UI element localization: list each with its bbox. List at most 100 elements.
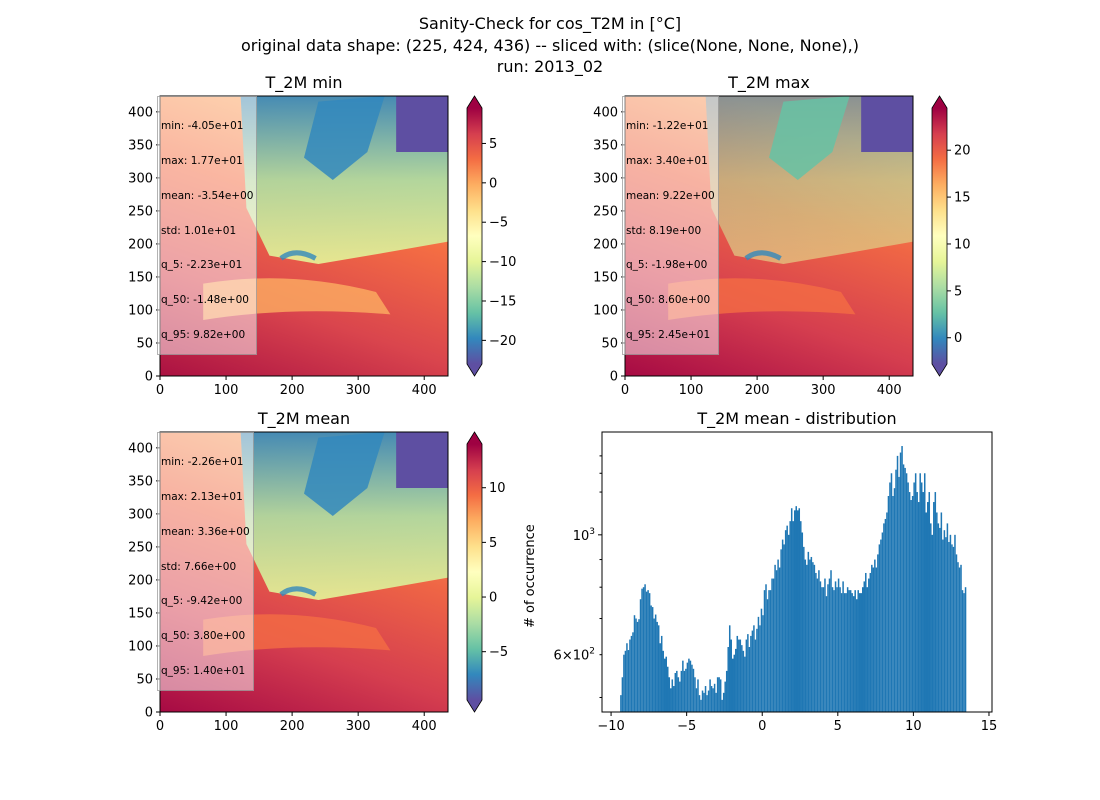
histogram-bar [789,521,791,712]
histogram-bar [677,677,680,712]
histogram-bar [707,690,710,712]
histogram-bar [810,556,813,712]
histogram-bar [718,677,720,712]
histogram-bar [644,584,646,712]
histogram-bar [875,567,878,712]
histogram-bar [741,645,743,712]
histogram-bar [674,672,677,712]
histogram-bar [662,650,664,712]
histogram-bar [927,502,929,712]
stat-line: q_95: 1.40e+01 [161,664,246,677]
histogram-bar [683,670,686,712]
map-scandinavia-region [304,432,385,516]
stat-line: max: 1.77e+01 [161,154,243,167]
histogram-bar [803,546,805,712]
colorbar-tick-label: 0 [489,591,497,606]
histogram-bar [863,581,866,712]
histogram-bar [667,666,669,712]
histogram-bar [745,639,748,712]
colorbar-tick-label: 5 [489,137,497,152]
colorbar-tick-label: 10 [954,237,971,252]
histogram-bar [880,539,882,712]
map-title-max: T_2M max [728,73,810,92]
histogram-bar [633,615,636,712]
histogram-bar [712,688,714,712]
histogram-bar [636,621,639,712]
histogram-bar [960,564,962,712]
histogram-bar [907,482,909,712]
histogram-bar [862,587,864,712]
histogram-bar [851,593,853,712]
histogram-bar [765,584,767,712]
histogram-bar [827,584,829,712]
histogram-bar [925,512,927,712]
histogram-bar [883,523,885,712]
y-tick-label: 0 [610,370,618,385]
histogram-bar [858,593,861,712]
colorbar-outline [466,431,483,713]
histogram-bar [942,539,944,712]
histogram-bar [771,578,773,712]
histogram-bar [653,618,655,712]
histogram-bar [961,590,964,712]
histogram-bar [753,625,755,712]
histogram-bar [733,654,736,712]
histogram-bar [648,593,651,712]
y-tick-label: 50 [136,336,153,351]
histogram-bar [790,508,793,712]
histogram-bar [840,593,843,712]
y-tick-label-major: 103 [573,527,595,544]
histogram-bar [842,581,844,712]
x-tick-label: 100 [214,719,239,734]
y-tick-label: 150 [128,270,153,285]
histogram-bar [936,512,938,712]
histogram-bar [626,643,628,712]
histogram-bar [890,473,893,712]
histogram-bar [624,650,627,712]
histogram-bar [763,590,766,712]
y-tick-label: 200 [128,237,153,252]
histogram-bar [703,692,705,712]
histogram-bar [895,469,897,712]
histogram-bar [691,664,693,712]
colorbar-tick-label: −10 [489,255,516,270]
histogram-bar [881,532,884,712]
histogram-bar [905,473,908,712]
histogram-bar [657,625,660,712]
y-tick-label: 200 [128,573,153,588]
histogram-bar [651,607,654,712]
histogram-bar [793,510,796,712]
colorbar [932,108,947,364]
stat-line: mean: 9.22e+00 [626,189,715,202]
histogram-bar [642,587,645,712]
figure-title-line-1: Sanity-Check for cos_T2M in [°C] [418,14,682,33]
histogram-bar [923,473,926,712]
stat-line: q_95: 2.45e+01 [626,328,711,341]
colorbar-tick-label: −15 [489,294,516,309]
histogram-bar [697,679,699,712]
stat-line: q_5: -9.42e+00 [161,595,243,608]
histogram-bar [886,512,888,712]
histogram-bar [647,590,649,712]
histogram-bar [846,587,849,712]
x-tick-label: 400 [877,383,902,398]
histogram-bar [951,544,953,712]
histogram-bar [738,639,740,712]
stats-box-min: min: -4.05e+01 max: 1.77e+01 mean: -3.54… [157,96,258,356]
y-tick-label: 350 [128,138,153,153]
histogram-bar [865,572,867,712]
histogram-bar [786,525,788,712]
histogram-bar [668,677,671,712]
histogram-bar [685,668,687,712]
histogram-bar [719,679,722,712]
y-tick-label: 300 [128,171,153,186]
map-scandinavia-region [769,96,850,180]
histogram-bar [816,578,819,712]
stat-line: q_50: 3.80e+00 [161,630,246,643]
histogram-bar [787,534,790,712]
map-arctic-region [396,432,448,488]
stats-box-mean: min: -2.26e+01 max: 2.13e+01 mean: 3.36e… [157,432,254,692]
x-tick-label: 0 [156,383,164,398]
stat-line: q_5: -2.23e+01 [161,259,243,272]
histogram-bar [627,650,630,712]
